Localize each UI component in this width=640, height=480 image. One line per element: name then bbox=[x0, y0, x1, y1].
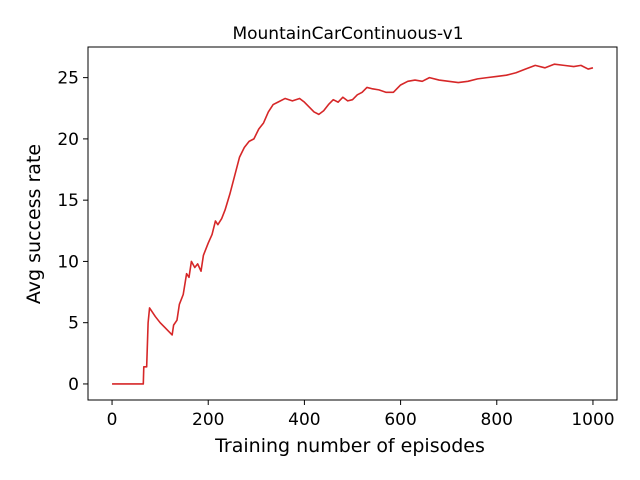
y-tick-label: 15 bbox=[57, 191, 79, 211]
y-tick-label: 25 bbox=[57, 69, 79, 89]
x-tick-label: 0 bbox=[107, 410, 118, 430]
plot-frame bbox=[87, 46, 618, 401]
y-tick-label: 20 bbox=[57, 130, 79, 150]
line-series bbox=[112, 63, 594, 385]
y-tick-label: 0 bbox=[68, 375, 79, 395]
x-axis-label: Training number of episodes bbox=[214, 435, 485, 457]
x-tick-label: 400 bbox=[288, 410, 320, 430]
chart-title: MountainCarContinuous-v1 bbox=[232, 24, 463, 44]
x-tick-label: 1000 bbox=[571, 410, 614, 430]
x-tick-label: 600 bbox=[384, 410, 416, 430]
y-tick-label: 5 bbox=[68, 314, 79, 334]
x-tick-label: 800 bbox=[481, 410, 513, 430]
y-tick-label: 10 bbox=[57, 252, 79, 272]
x-tick-label: 200 bbox=[192, 410, 224, 430]
y-axis-label: Avg success rate bbox=[23, 144, 45, 304]
